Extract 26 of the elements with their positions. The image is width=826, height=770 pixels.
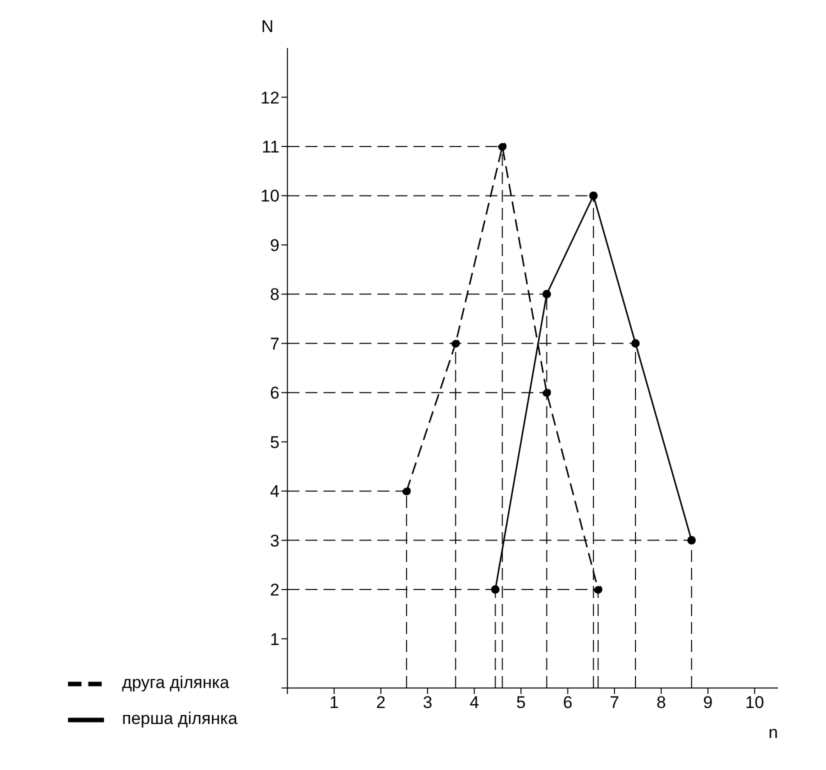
y-tick-label: 11 xyxy=(262,137,280,156)
y-tick-label: 7 xyxy=(270,334,280,354)
y-axis-title: N xyxy=(261,17,274,36)
y-tick-label: 5 xyxy=(270,432,280,452)
x-tick-label: 6 xyxy=(563,693,572,712)
y-tick-label: 3 xyxy=(270,531,280,550)
y-tick-label: 10 xyxy=(260,186,280,206)
y-tick-label: 2 xyxy=(270,580,280,600)
y-tick-label: 12 xyxy=(260,88,280,108)
x-tick-label: 4 xyxy=(470,693,480,712)
y-tick-label: 4 xyxy=(270,482,280,502)
x-tick-label: 1 xyxy=(329,693,339,712)
x-tick-label: 10 xyxy=(745,693,764,712)
x-tick-label: 7 xyxy=(610,693,620,712)
y-tick-label: 1 xyxy=(270,630,280,649)
x-tick-label: 3 xyxy=(422,693,432,712)
x-tick-label: 5 xyxy=(516,693,526,712)
y-tick-label: 9 xyxy=(270,236,280,255)
x-tick-label: 2 xyxy=(376,693,386,712)
x-axis-title: n xyxy=(768,723,778,742)
y-tick-label: 8 xyxy=(270,285,280,304)
legend-label: друга ділянка xyxy=(122,673,230,692)
x-tick-label: 9 xyxy=(703,693,713,712)
y-tick-label: 6 xyxy=(270,384,280,403)
legend-label: перша ділянка xyxy=(122,709,238,728)
x-tick-label: 8 xyxy=(656,693,666,712)
